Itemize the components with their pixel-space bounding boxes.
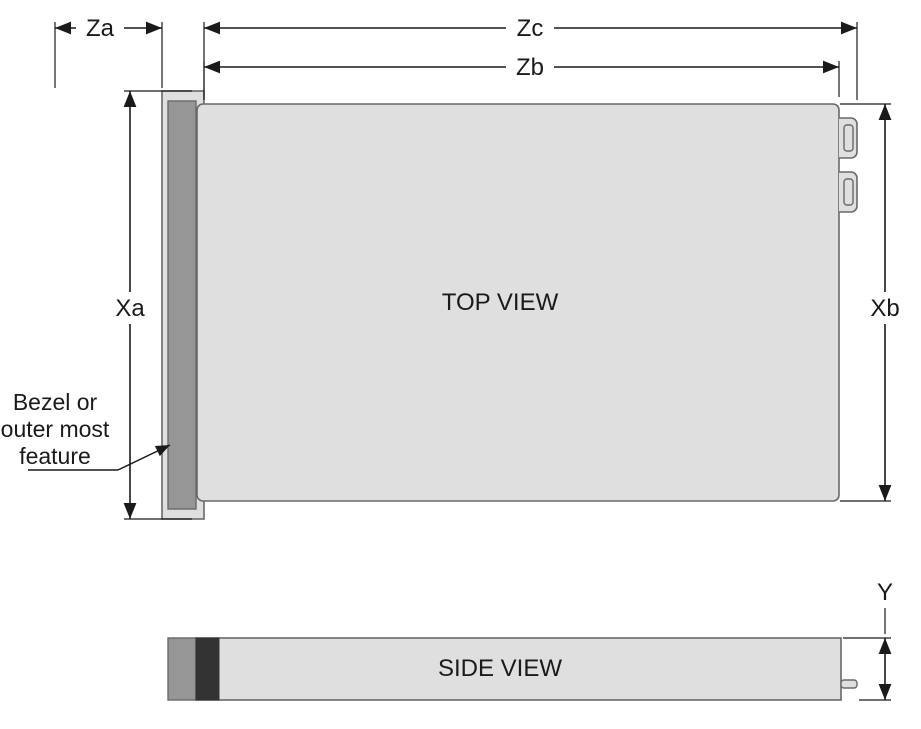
dim-Zb: Zb (516, 54, 544, 81)
callout-line-1: outer most (1, 416, 110, 442)
callout-line-2: feature (19, 443, 91, 469)
top-view-label: TOP VIEW (442, 289, 559, 316)
dim-Za: Za (86, 15, 115, 42)
callout-line-0: Bezel or (13, 389, 98, 415)
top-view: TOP VIEW (162, 91, 857, 519)
dim-Zc: Zc (517, 15, 544, 42)
side-view: SIDE VIEW (168, 638, 857, 700)
dim-Xb: Xb (870, 295, 899, 322)
dim-Y: Y (877, 579, 893, 606)
dim-Xa: Xa (115, 295, 145, 322)
side-view-label: SIDE VIEW (438, 655, 562, 682)
bezel-callout: Bezel orouter mostfeature (1, 389, 170, 470)
dimension-diagram: TOP VIEW SIDE VIEW Za Zc Zb Xa Xb Y Bezel oro… (0, 0, 921, 729)
